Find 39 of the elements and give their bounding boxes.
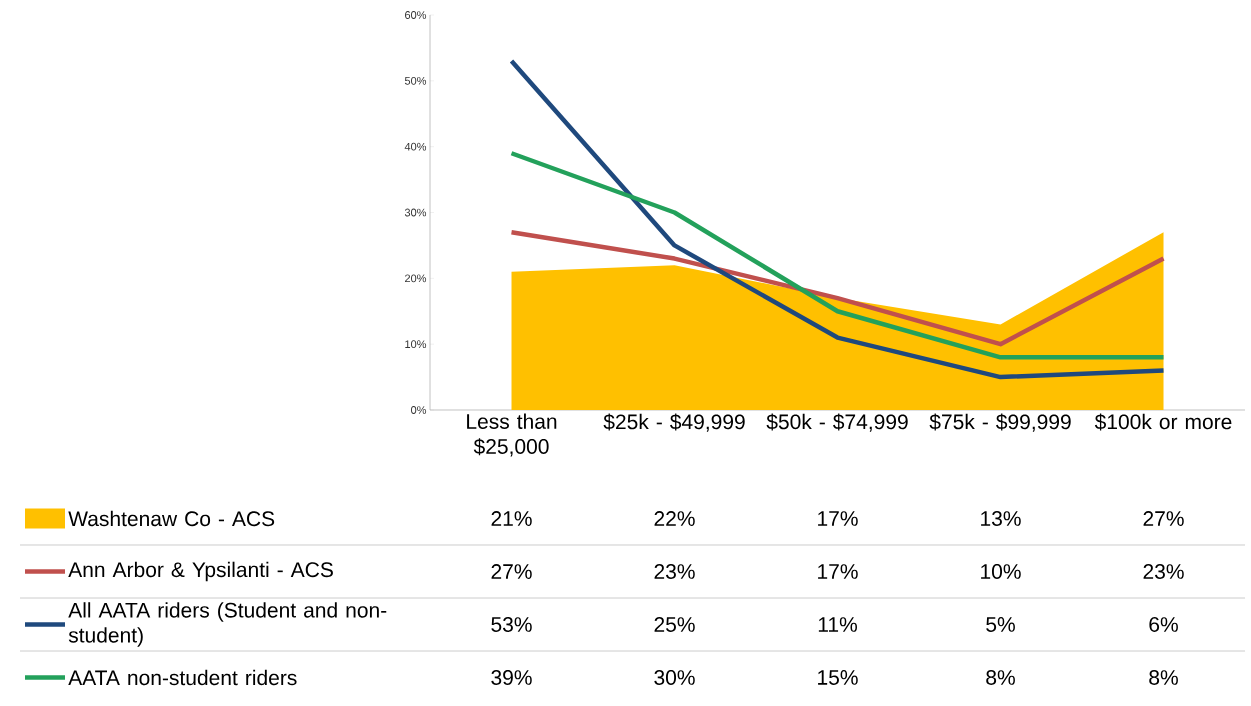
data-label: 30%: [654, 670, 695, 685]
legend-label: AATA non-student riders: [68, 669, 297, 686]
legend-label: All AATA riders (Student and non-student): [68, 602, 387, 647]
x-tick-label: $100k or more: [1094, 413, 1232, 431]
data-label: 39%: [491, 670, 532, 685]
y-tick-label: 40%: [404, 142, 427, 151]
data-label: 22%: [654, 511, 695, 526]
y-tick-label: 20%: [405, 274, 427, 283]
y-tick-label: 60%: [405, 11, 427, 19]
data-label: 11%: [818, 617, 857, 632]
x-tick-label: $75k - $99,999: [929, 413, 1071, 432]
data-label: 23%: [654, 564, 695, 579]
line-series: [509, 58, 1166, 380]
x-tick-label: $50k - $74,999: [766, 413, 908, 432]
data-label: 8%: [986, 670, 1015, 685]
y-tick-label: 10%: [405, 340, 427, 349]
y-tick-label: 30%: [404, 208, 427, 217]
legend-label: Ann Arbor & Ypsilanti - ACS: [68, 561, 333, 582]
data-label: 25%: [654, 617, 695, 632]
data-label: 17%: [818, 511, 858, 526]
data-label: 27%: [1143, 511, 1184, 526]
data-label: 6%: [1149, 617, 1178, 632]
y-tick-label: 50%: [404, 76, 427, 85]
legend-label: Washtenaw Co - ACS: [68, 510, 275, 527]
line-series: [509, 230, 1166, 347]
data-label: 27%: [491, 564, 532, 579]
x-tick-label: Less than $25,000: [467, 413, 557, 457]
data-label: 23%: [1143, 564, 1184, 579]
y-tick-label: 0%: [411, 406, 427, 414]
data-label: 15%: [818, 670, 858, 685]
data-label: 8%: [1149, 670, 1178, 685]
data-label: 13%: [981, 511, 1021, 526]
line-series: [509, 151, 1166, 360]
data-label: 17%: [818, 564, 858, 579]
data-label: 10%: [981, 564, 1021, 579]
data-label: 53%: [491, 617, 532, 632]
x-tick-label: $25k - $49,999: [603, 413, 745, 432]
data-label: 5%: [986, 617, 1015, 632]
data-label: 21%: [491, 511, 532, 526]
